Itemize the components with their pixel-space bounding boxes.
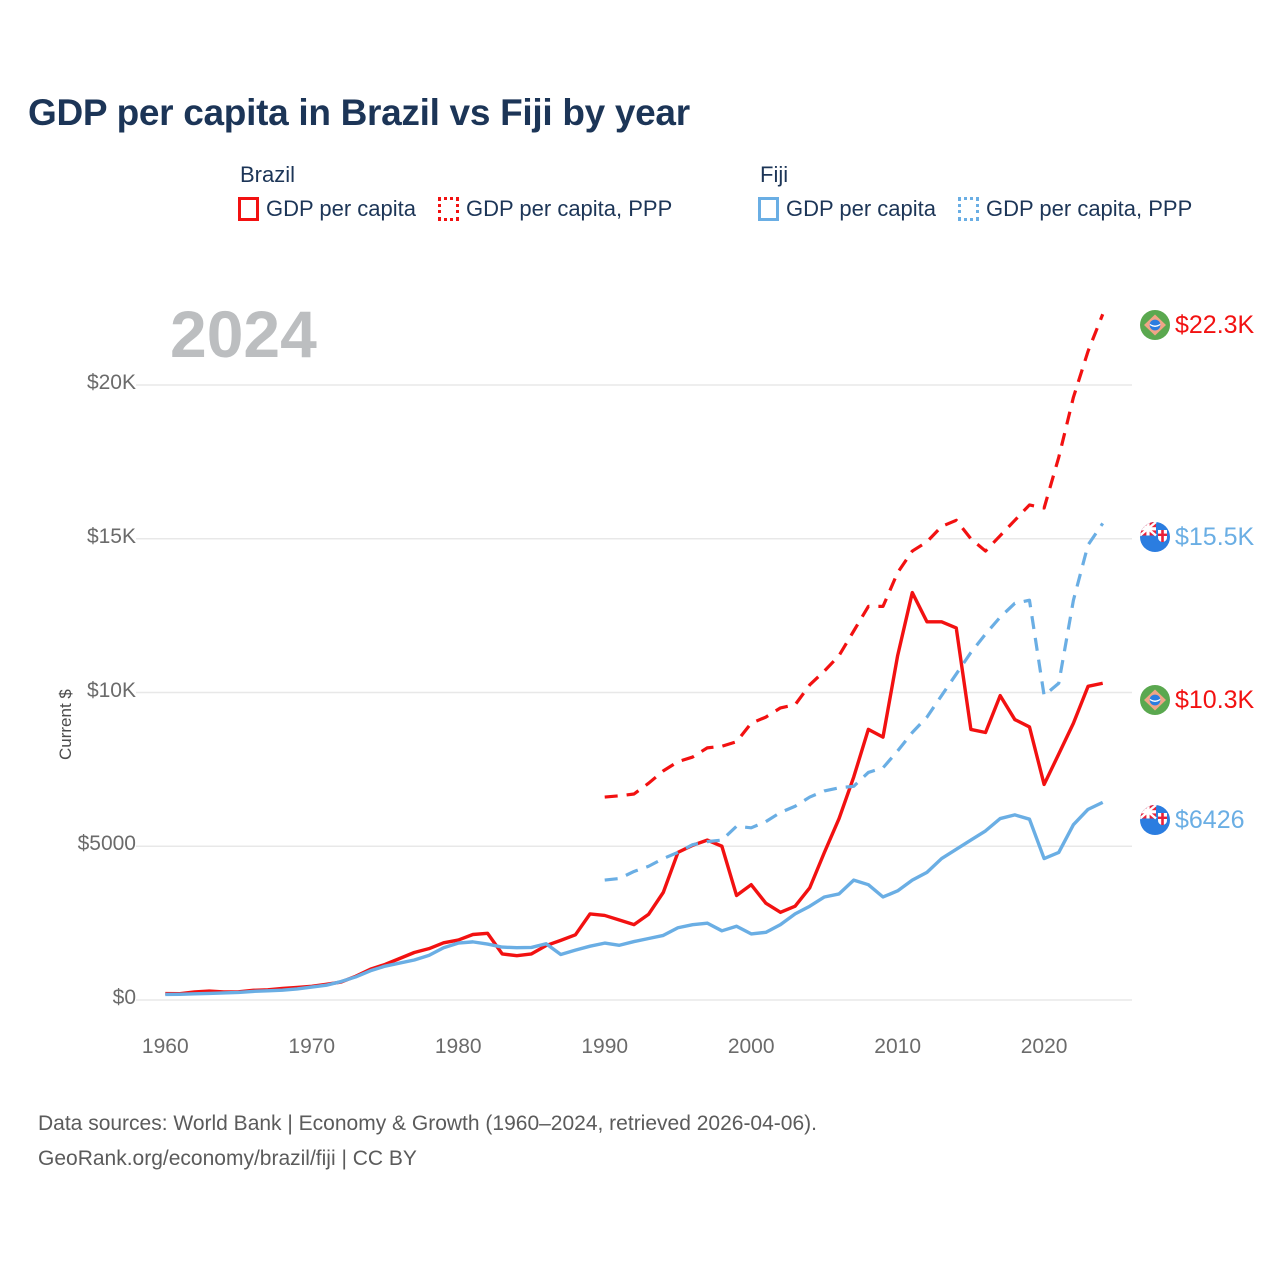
y-tick-label: $10K (86, 678, 136, 702)
brazil-flag-icon (1140, 685, 1170, 715)
legend-country-brazil: Brazil (240, 162, 296, 187)
legend-label-fiji-gdp: GDP per capita (786, 196, 937, 221)
legend-item-fiji-gdp-ppp[interactable]: GDP per capita, PPP (958, 196, 1192, 222)
x-tick-label: 1990 (581, 1035, 629, 1058)
x-tick-label: 2010 (874, 1035, 921, 1058)
legend-item-brazil-gdp[interactable]: GDP per capita (238, 196, 416, 222)
chart-title: GDP per capita in Brazil vs Fiji by year (28, 92, 690, 133)
end-label-value: $6426 (1175, 805, 1245, 834)
legend-group-fiji: Fiji GDP per capita GDP per capita, PPP (758, 162, 1258, 222)
fiji-flag-icon (1140, 522, 1170, 552)
end-label-brazil-2: $10.3K (1140, 685, 1254, 715)
series-line-3 (604, 522, 1105, 882)
brazil-flag-icon (1140, 310, 1170, 340)
legend-label-brazil-gdp: GDP per capita (266, 196, 417, 221)
end-label-fiji-3: $6426 (1140, 805, 1245, 835)
chart-legend: Brazil GDP per capita GDP per capita, PP… (238, 162, 1258, 222)
x-tick-label: 2020 (1020, 1035, 1068, 1058)
end-label-fiji-1: $15.5K (1140, 522, 1254, 552)
y-tick-label: $15K (86, 524, 136, 548)
legend-item-brazil-gdp-ppp[interactable]: GDP per capita, PPP (438, 196, 672, 222)
footer-data-sources: Data sources: World Bank | Economy & Gro… (38, 1112, 817, 1135)
legend-group-brazil: Brazil GDP per capita GDP per capita, PP… (238, 162, 758, 222)
legend-swatch-dotted-red-icon (438, 197, 460, 221)
legend-label-brazil-gdp-ppp: GDP per capita, PPP (466, 196, 673, 221)
end-label-brazil-0: $22.3K (1140, 310, 1254, 340)
brazil-flag-icon (1140, 310, 1170, 340)
fiji-flag-icon (1140, 805, 1170, 835)
gridlines (136, 384, 1132, 1001)
legend-swatch-solid-red-icon (238, 197, 259, 221)
y-tick-label: $0 (112, 986, 136, 1009)
x-tick-label: 1980 (434, 1035, 482, 1058)
x-tick-label: 2000 (727, 1035, 775, 1058)
y-axis-ticks: $0 $5000 $10K $15K $20K (0, 0, 136, 1280)
fiji-flag-icon (1140, 522, 1170, 552)
brazil-flag-icon (1140, 685, 1170, 715)
y-tick-label: $5000 (77, 832, 136, 856)
legend-item-fiji-gdp[interactable]: GDP per capita (758, 196, 936, 222)
year-watermark: 2024 (170, 297, 317, 371)
legend-swatch-dotted-blue-icon (958, 197, 980, 221)
series-line-2 (165, 800, 1104, 997)
series-line-1 (604, 313, 1105, 799)
series-lines (165, 313, 1105, 997)
x-tick-label: 1970 (288, 1035, 336, 1058)
end-label-value: $15.5K (1175, 522, 1255, 551)
end-label-value: $22.3K (1175, 310, 1255, 339)
legend-label-fiji-gdp-ppp: GDP per capita, PPP (986, 196, 1193, 221)
legend-swatch-solid-blue-icon (758, 197, 779, 221)
x-tick-label: 1960 (141, 1035, 189, 1058)
y-axis-label: Current $ (56, 689, 75, 760)
y-tick-label: $20K (86, 371, 136, 394)
fiji-flag-icon (1140, 805, 1170, 835)
legend-country-fiji: Fiji (760, 162, 789, 187)
footer-attribution: GeoRank.org/economy/brazil/fiji | CC BY (38, 1146, 417, 1170)
chart-footer: Data sources: World Bank | Economy & Gro… (38, 1108, 817, 1177)
end-label-value: $10.3K (1175, 685, 1255, 714)
